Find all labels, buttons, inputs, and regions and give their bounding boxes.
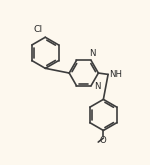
Text: N: N [94, 82, 100, 91]
Text: Cl: Cl [33, 25, 42, 34]
Text: O: O [100, 136, 107, 145]
Text: N: N [89, 49, 95, 58]
Text: NH: NH [109, 70, 122, 79]
